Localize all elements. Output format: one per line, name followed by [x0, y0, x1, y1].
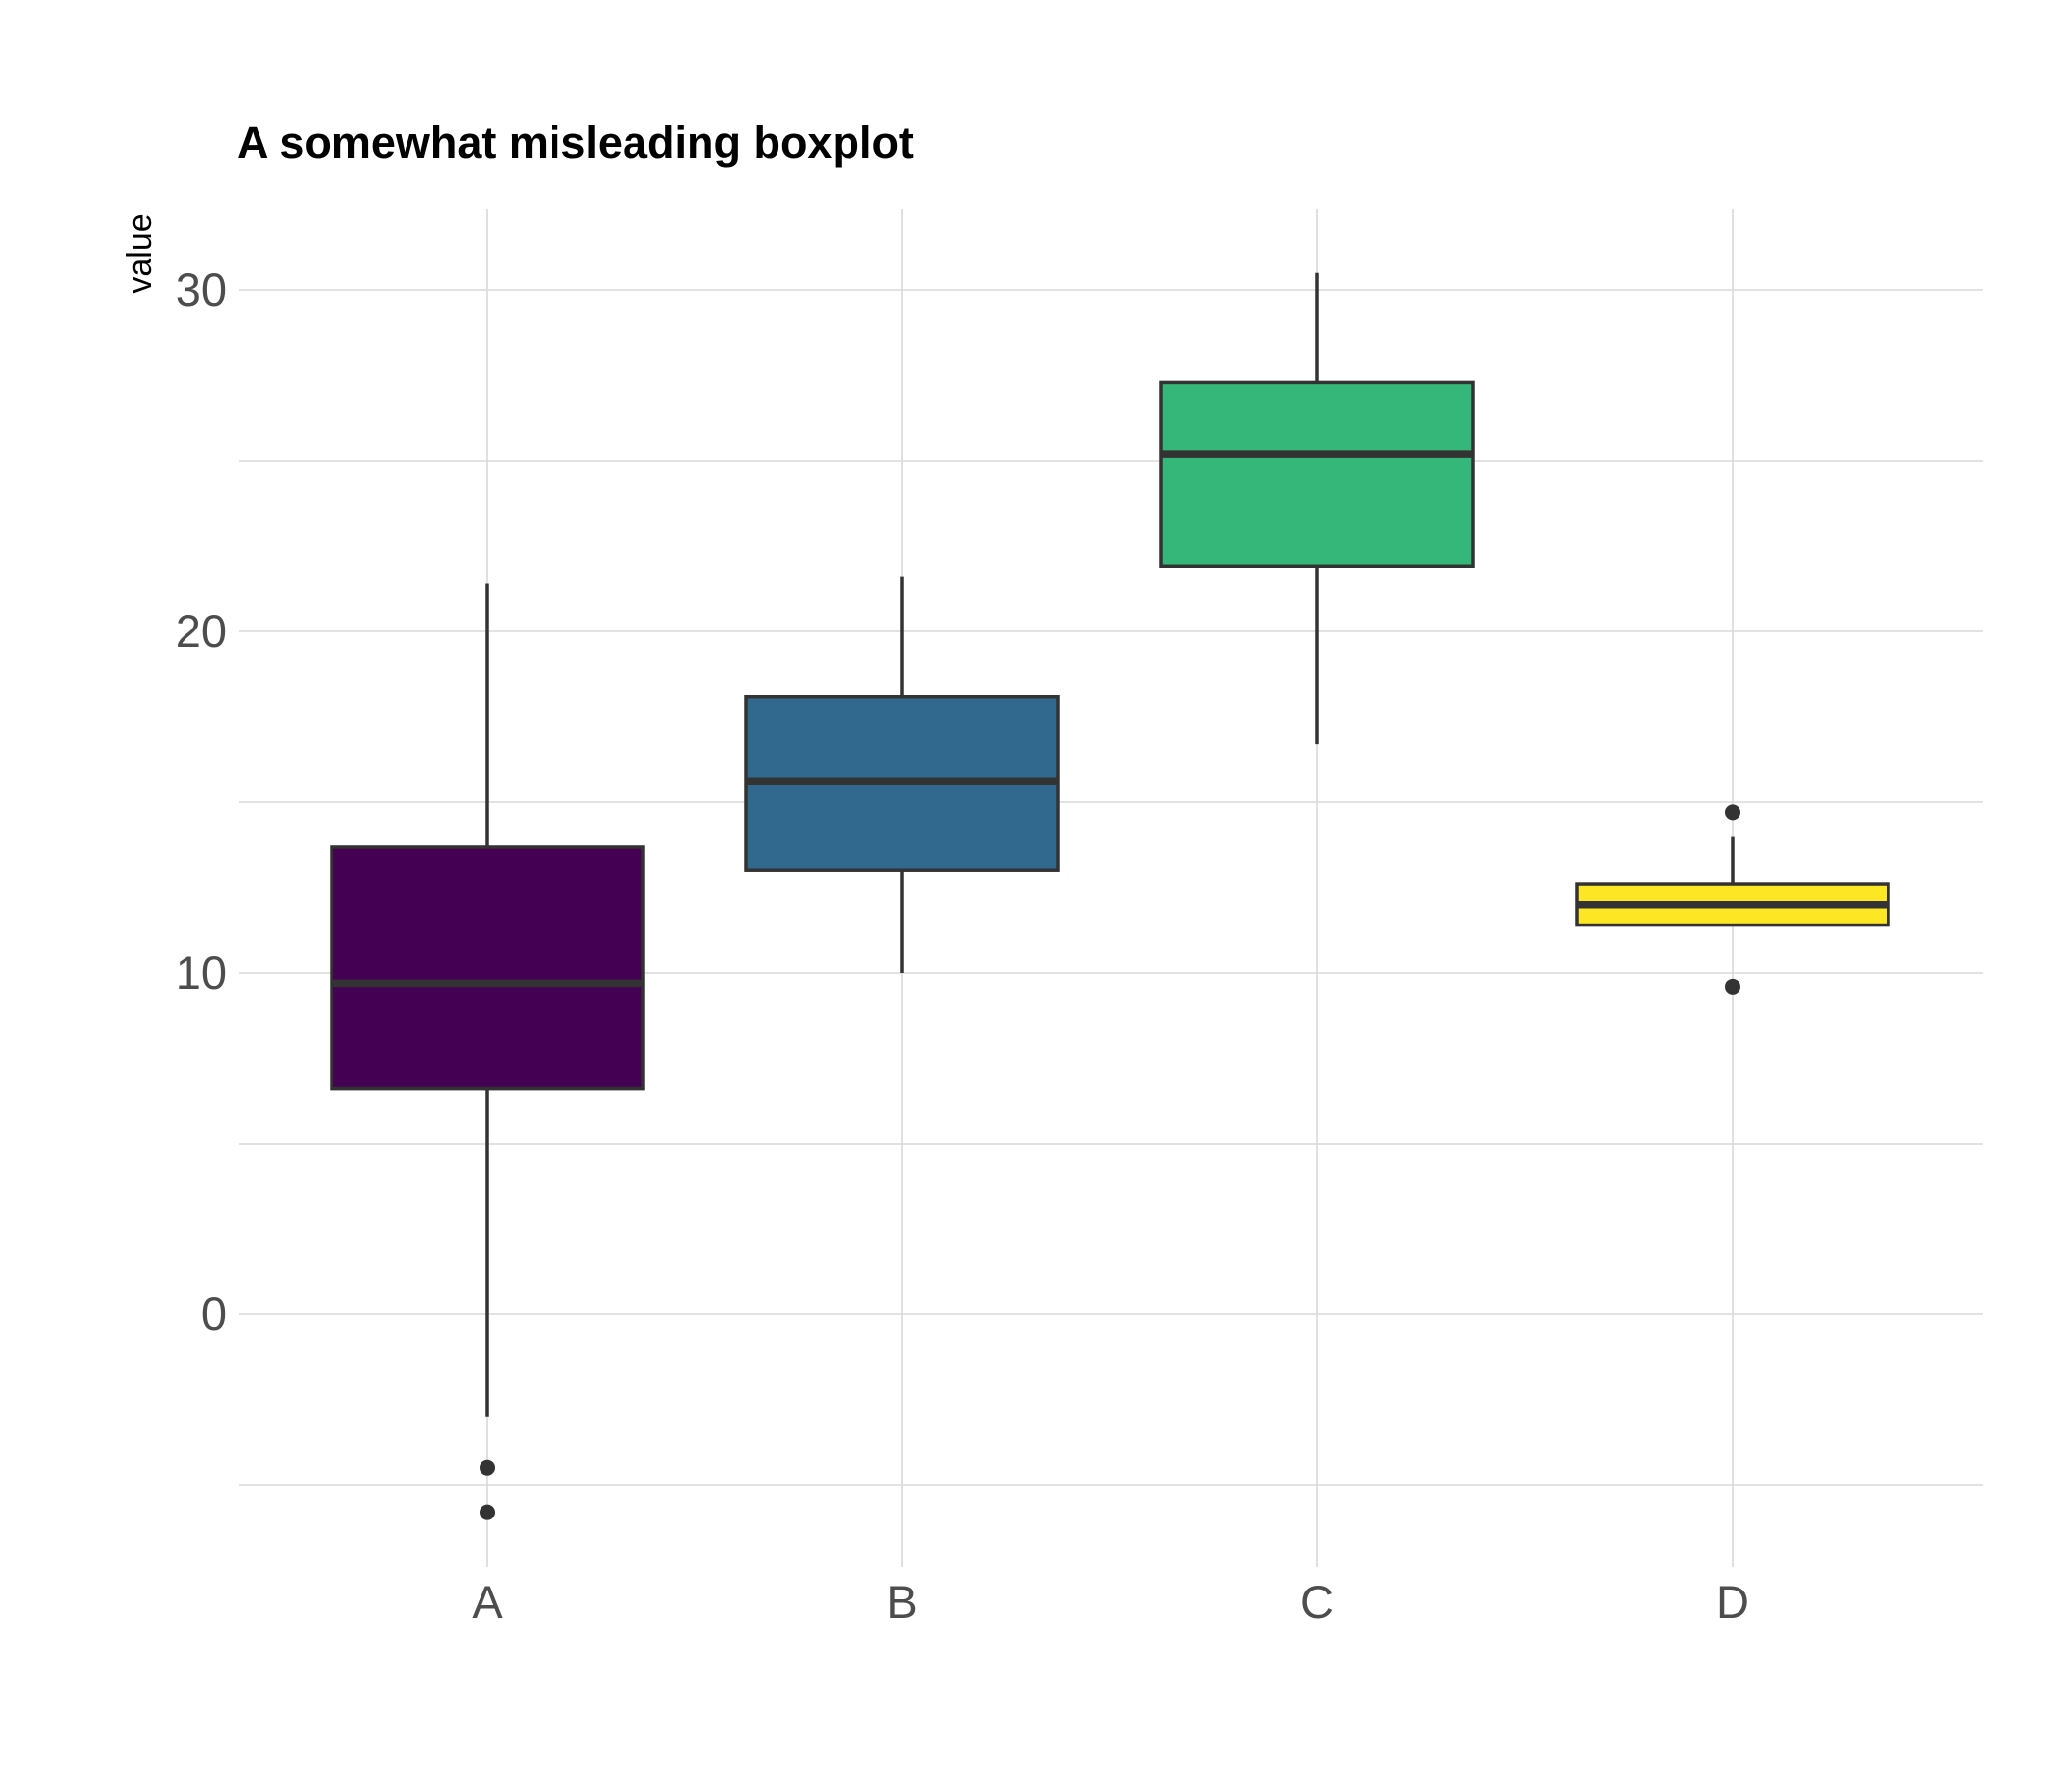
- boxes: [330, 272, 1890, 1520]
- y-axis-title: value: [121, 213, 159, 293]
- outlier-point: [1725, 804, 1740, 821]
- y-tick-label: 10: [176, 946, 227, 999]
- box-A: [330, 583, 645, 1520]
- box-B: [744, 576, 1060, 973]
- y-tick-label: 20: [176, 605, 227, 657]
- box-C: [1159, 272, 1475, 745]
- box-body: [1159, 380, 1475, 569]
- box-D: [1575, 804, 1890, 995]
- outlier-point: [1725, 978, 1740, 995]
- outlier-point: [480, 1504, 495, 1520]
- outlier-point: [480, 1459, 495, 1476]
- x-tick-label: D: [1716, 1576, 1749, 1628]
- y-axis-ticks: 0 10 20 30: [176, 263, 227, 1340]
- box-body: [330, 845, 645, 1091]
- chart-title: A somewhat misleading boxplot: [237, 117, 914, 168]
- x-tick-label: B: [886, 1576, 917, 1628]
- y-tick-label: 0: [201, 1288, 227, 1340]
- x-tick-label: C: [1300, 1576, 1334, 1628]
- x-axis-ticks: A B C D: [472, 1576, 1749, 1628]
- x-tick-label: A: [472, 1576, 503, 1628]
- y-tick-label: 30: [176, 263, 227, 316]
